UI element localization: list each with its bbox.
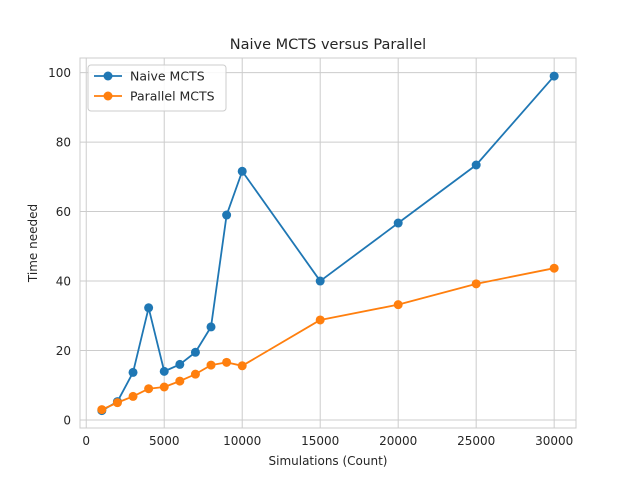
y-axis-label: Time needed — [26, 204, 40, 283]
series-group — [97, 71, 559, 416]
legend-marker-parallel — [103, 91, 113, 101]
data-point-parallel-mcts — [549, 263, 559, 273]
data-point-naive-mcts — [175, 359, 185, 369]
data-point-parallel-mcts — [190, 369, 200, 379]
data-point-naive-mcts — [237, 166, 247, 176]
chart-title: Naive MCTS versus Parallel — [230, 37, 426, 53]
data-point-naive-mcts — [549, 71, 559, 81]
legend: Naive MCTS Parallel MCTS — [87, 64, 227, 112]
x-tick-label: 5000 — [149, 434, 180, 448]
legend-label-parallel: Parallel MCTS — [130, 89, 215, 104]
y-tick-label: 60 — [56, 205, 71, 219]
x-tick-label: 30000 — [535, 434, 573, 448]
y-tick-label: 0 — [63, 414, 71, 428]
data-point-parallel-mcts — [471, 279, 481, 289]
x-tick-label: 20000 — [379, 434, 417, 448]
y-tick-label: 20 — [56, 344, 71, 358]
y-tick-label: 80 — [56, 136, 71, 150]
x-tick-label: 10000 — [223, 434, 261, 448]
grid — [80, 58, 576, 428]
data-point-naive-mcts — [222, 210, 232, 220]
x-tick-label: 25000 — [457, 434, 495, 448]
data-point-naive-mcts — [159, 366, 169, 376]
data-point-parallel-mcts — [128, 391, 138, 401]
series-line-naive-mcts — [101, 75, 555, 412]
data-point-parallel-mcts — [315, 315, 325, 325]
data-point-naive-mcts — [206, 322, 216, 332]
data-point-parallel-mcts — [206, 360, 216, 370]
data-point-parallel-mcts — [97, 405, 107, 415]
x-tick-label: 0 — [82, 434, 90, 448]
data-point-parallel-mcts — [159, 382, 169, 392]
data-point-naive-mcts — [471, 160, 481, 170]
legend-label-naive: Naive MCTS — [130, 69, 205, 84]
tick-labels: 0 5000 10000 15000 20000 25000 30000 0 20 40 60 80 1… — [48, 66, 573, 448]
data-point-parallel-mcts — [112, 398, 122, 408]
series-parallel-mcts — [97, 263, 559, 415]
data-point-naive-mcts — [393, 218, 403, 228]
plot-frame — [79, 57, 577, 429]
x-tick-label: 15000 — [301, 434, 339, 448]
legend-box — [87, 64, 227, 112]
data-point-parallel-mcts — [222, 357, 232, 367]
y-tick-label: 100 — [48, 66, 71, 80]
data-point-parallel-mcts — [393, 300, 403, 310]
legend-marker-naive — [103, 71, 113, 81]
data-point-naive-mcts — [315, 276, 325, 286]
data-point-parallel-mcts — [144, 384, 154, 394]
data-point-parallel-mcts — [175, 376, 185, 386]
data-point-naive-mcts — [128, 367, 138, 377]
y-tick-label: 40 — [56, 275, 71, 289]
data-point-naive-mcts — [190, 347, 200, 357]
data-point-naive-mcts — [144, 303, 154, 313]
x-axis-label: Simulations (Count) — [269, 454, 388, 468]
series-line-parallel-mcts — [101, 267, 555, 411]
data-point-parallel-mcts — [237, 361, 247, 371]
series-naive-mcts — [97, 71, 559, 416]
